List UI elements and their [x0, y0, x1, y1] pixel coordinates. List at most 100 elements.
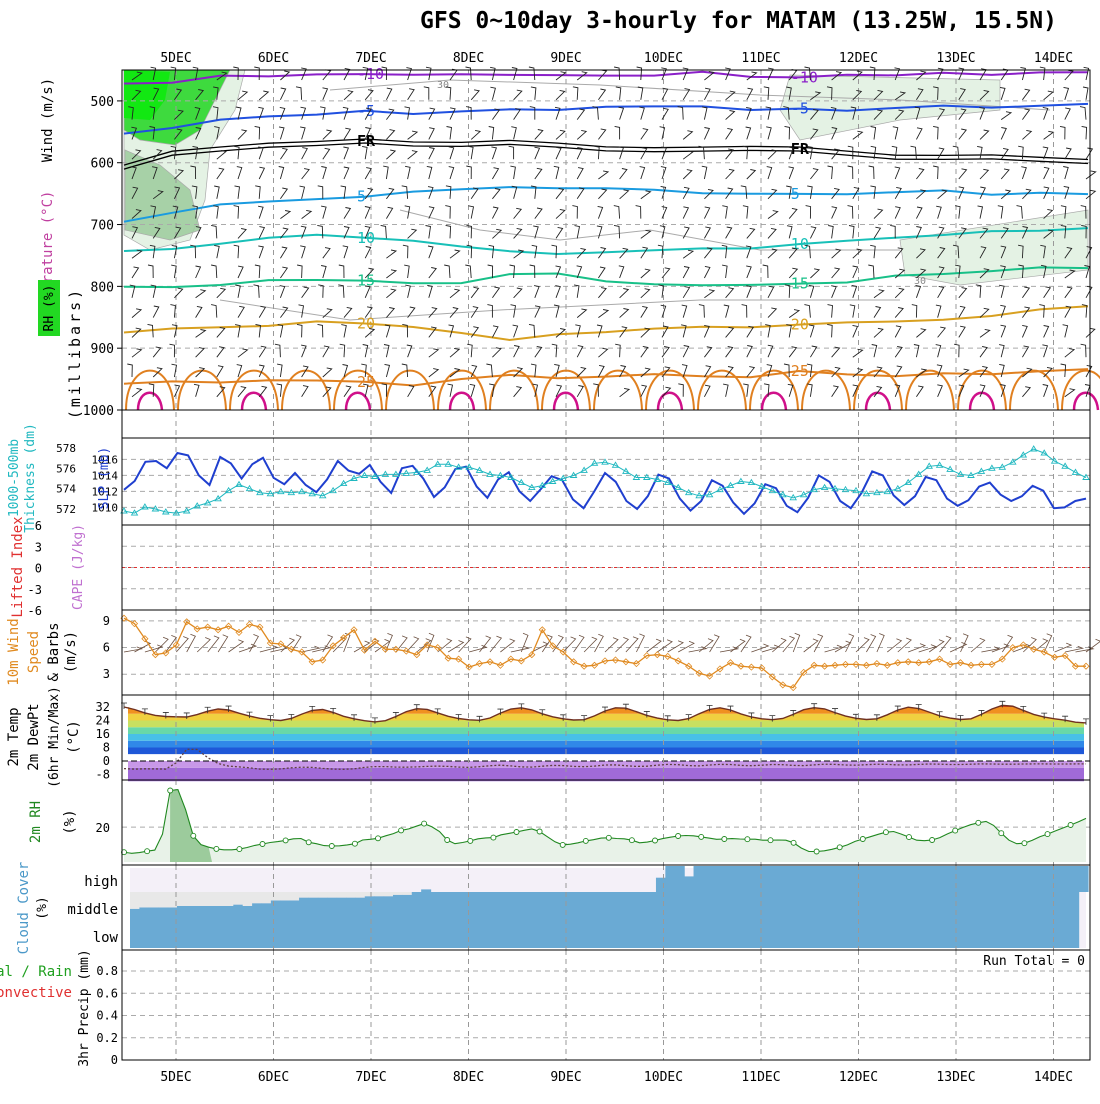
wind-barb [174, 109, 184, 120]
wind-barb [470, 326, 480, 338]
li-tick-label: -6 [28, 604, 42, 618]
wind-barb [258, 205, 264, 219]
wind10-barb [751, 643, 770, 653]
wind-barb [723, 383, 729, 397]
wind-barb [1081, 304, 1088, 318]
precip-tick-label: 0.2 [96, 1031, 118, 1045]
wind-barb [534, 129, 544, 140]
y-tick-label: 600 [91, 157, 114, 172]
wind-barb [492, 325, 499, 338]
wind-barb [216, 150, 228, 160]
wind-barb [492, 108, 501, 120]
wind-barb [1000, 227, 1009, 239]
isotherm-freezing [123, 142, 1089, 170]
isotherm-label: 25 [791, 362, 809, 380]
cloud-cell-middle [402, 894, 413, 920]
wind-barb [937, 226, 945, 239]
thickness-point [203, 499, 212, 506]
wind10-barb [960, 633, 969, 653]
cloud-cell-low [280, 920, 291, 948]
wind-barb [831, 267, 841, 279]
wind-barb [788, 346, 798, 358]
wind-barb [553, 304, 560, 318]
wind-barb [364, 187, 374, 200]
wind-barb [131, 249, 143, 259]
wind-barb [1043, 286, 1052, 299]
wind10-point [319, 656, 327, 664]
thickness-point [852, 486, 860, 494]
wind-barb [810, 268, 821, 279]
wind-barb [492, 347, 502, 358]
cloud-cell-high [1031, 866, 1042, 892]
wind-barb [533, 225, 539, 239]
thickness-tick-label: 576 [56, 462, 76, 475]
wind-barb [216, 386, 226, 398]
cloud-cell-middle [984, 892, 995, 920]
cloud-cell-low [214, 920, 225, 948]
x-tick-label-top: 14DEC [1034, 51, 1073, 66]
wind-barb [1064, 147, 1072, 160]
rh2m-point [744, 836, 751, 843]
wind-barb [937, 247, 946, 259]
wind-barb [152, 149, 163, 160]
wind-barb [574, 225, 581, 239]
wind-barb [150, 66, 157, 81]
wind-barb [1039, 66, 1046, 81]
wind-barb [788, 166, 795, 180]
thickness-point [643, 473, 651, 480]
isotherm-warm-cell [593, 369, 643, 411]
temp2m-minmax-bar [560, 714, 567, 721]
cloud-cell-low [355, 920, 366, 948]
wind10-barb [364, 638, 380, 653]
thickness-point [266, 489, 275, 497]
wind10-point [737, 662, 745, 670]
cloud-cell-middle-gap [355, 892, 366, 898]
wind-barb [831, 206, 838, 219]
wind-barb [915, 226, 922, 239]
temp2m-minmax-bar [204, 706, 211, 714]
wind-barb [513, 108, 522, 120]
wind-barb [746, 106, 752, 120]
wind-barb [698, 304, 705, 318]
wind10-point [1061, 652, 1069, 660]
cloud-cell-middle [590, 892, 601, 920]
wind-barb [999, 284, 1005, 298]
rh2m-point [605, 834, 612, 841]
wind-barb [402, 244, 409, 259]
cloud-cell-low [439, 920, 450, 948]
isotherm-warm-cell [541, 369, 591, 411]
wind-barb [407, 385, 415, 398]
wind-barb [745, 245, 752, 259]
rh2m-axis-label: 2m RH [28, 801, 44, 843]
wind-barb [894, 91, 907, 101]
wind-barb [598, 309, 610, 318]
wind-barb [171, 264, 177, 279]
cloud-cell-low [392, 920, 403, 948]
wind-barb [660, 166, 667, 180]
wind-barb [278, 126, 285, 140]
thickness-point [810, 485, 818, 493]
wind-barb [613, 224, 621, 239]
wind10-barb [866, 634, 877, 653]
cloud-cell-middle-gap [176, 892, 187, 906]
slp-tick-label-left: 1012 [92, 485, 119, 498]
wind-barb [470, 364, 478, 378]
temp-band [128, 720, 1084, 728]
wind-barb [594, 145, 600, 160]
wind-barb [852, 348, 864, 358]
wind-barb [192, 205, 198, 219]
rh-contour [399, 209, 900, 251]
cloud-cell-middle [994, 892, 1005, 920]
wind-barb [445, 205, 451, 219]
wind-barb [894, 67, 901, 81]
cloud-cell-low [299, 920, 310, 948]
rh2m-point [259, 841, 266, 847]
wind-barb [513, 386, 523, 398]
x-tick-label-top: 7DEC [355, 51, 386, 66]
wind10-barb [186, 633, 196, 653]
cloud-cell-middle [392, 894, 403, 920]
cloud-cell-low [562, 920, 573, 948]
wind10-point [936, 655, 944, 663]
wind-barb [933, 125, 939, 140]
